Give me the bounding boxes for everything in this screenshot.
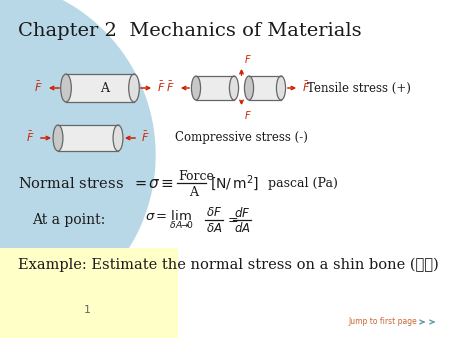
Ellipse shape (129, 74, 140, 102)
Ellipse shape (276, 76, 286, 100)
Text: $\sigma = \lim_{\delta A \!\to\! 0}$: $\sigma = \lim_{\delta A \!\to\! 0}$ (145, 209, 194, 232)
Text: $\delta F$: $\delta F$ (206, 207, 222, 219)
Text: $\bar{F}$: $\bar{F}$ (166, 80, 175, 94)
Circle shape (0, 0, 155, 330)
Text: $\bar{F}$: $\bar{F}$ (35, 80, 43, 94)
Text: Force: Force (178, 169, 214, 183)
Ellipse shape (53, 125, 63, 151)
Text: $=$: $=$ (225, 213, 238, 225)
Text: $F$: $F$ (243, 53, 251, 65)
Bar (58, 125, 118, 151)
Text: pascal (Pa): pascal (Pa) (268, 176, 338, 190)
Text: $\sigma \equiv$: $\sigma \equiv$ (148, 175, 174, 191)
Text: Jump to first page: Jump to first page (348, 317, 417, 327)
Ellipse shape (244, 76, 253, 100)
Text: $\bar{F}$: $\bar{F}$ (27, 130, 35, 144)
Text: $\delta A$: $\delta A$ (206, 221, 222, 235)
Text: A: A (100, 81, 109, 95)
Text: $dF$: $dF$ (234, 206, 250, 220)
Bar (66, 74, 134, 102)
Text: $\bar{F}$: $\bar{F}$ (157, 80, 166, 94)
Bar (249, 76, 281, 100)
Text: Compressive stress (-): Compressive stress (-) (175, 131, 308, 145)
Text: 1: 1 (84, 305, 90, 315)
Ellipse shape (191, 76, 201, 100)
Bar (0, 248, 178, 338)
Text: Normal stress  $=\;$: Normal stress $=\;$ (18, 175, 147, 191)
Ellipse shape (230, 76, 238, 100)
Ellipse shape (113, 125, 123, 151)
Text: $\bar{F}$: $\bar{F}$ (302, 80, 310, 94)
Text: Chapter 2  Mechanics of Materials: Chapter 2 Mechanics of Materials (18, 22, 362, 40)
Text: $dA$: $dA$ (234, 221, 251, 235)
Bar (196, 76, 234, 100)
Text: $\bar{F}$: $\bar{F}$ (141, 130, 149, 144)
Text: $F$: $F$ (243, 109, 251, 121)
Text: At a point:: At a point: (32, 213, 105, 227)
Ellipse shape (61, 74, 71, 102)
Text: A: A (189, 186, 198, 198)
Text: Tensile stress (+): Tensile stress (+) (307, 81, 411, 95)
Text: Example: Estimate the normal stress on a shin bone (脹骨): Example: Estimate the normal stress on a… (18, 258, 439, 272)
Text: $\left[\mathrm{N/\,m^2}\right]$: $\left[\mathrm{N/\,m^2}\right]$ (210, 173, 259, 193)
